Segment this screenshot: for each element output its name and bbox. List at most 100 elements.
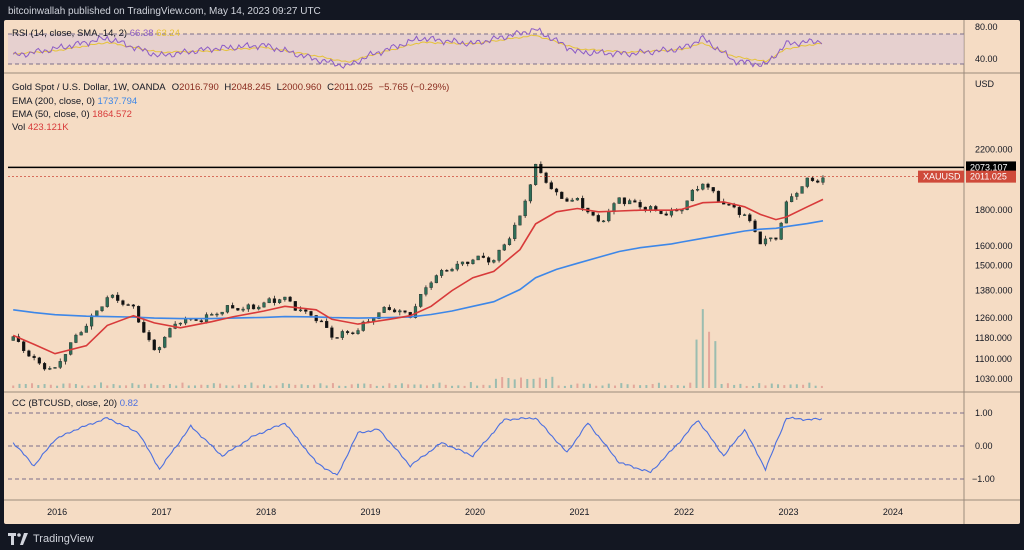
candle-body bbox=[16, 336, 21, 342]
candle-body bbox=[236, 308, 240, 311]
volume-bar bbox=[526, 378, 529, 388]
volume-bar bbox=[87, 385, 90, 388]
volume-bar bbox=[651, 384, 654, 388]
rsi-lines bbox=[12, 27, 823, 69]
candle-body bbox=[84, 325, 88, 333]
volume-bar bbox=[181, 382, 184, 388]
volume-bar bbox=[789, 384, 792, 388]
volume-bar bbox=[676, 385, 679, 388]
rsi-panel[interactable]: RSI (14, close, SMA, 14, 2) 66.38 63.24 … bbox=[8, 22, 998, 69]
volume-bar bbox=[250, 382, 253, 388]
volume-bar bbox=[244, 384, 247, 388]
x-tick-label: 2017 bbox=[152, 507, 172, 517]
candle-body bbox=[330, 327, 334, 338]
volume-bar bbox=[194, 385, 197, 388]
volume-bar bbox=[288, 383, 291, 388]
candle-body bbox=[455, 263, 459, 270]
price-tick: 1260.000 bbox=[975, 313, 1013, 323]
volume-bar bbox=[62, 383, 65, 388]
last-price-tag-text: 2011.025 bbox=[970, 172, 1007, 182]
price-tick: 1030.000 bbox=[975, 374, 1013, 384]
candle-body bbox=[810, 177, 815, 182]
candle-body bbox=[502, 244, 506, 251]
candle-body bbox=[816, 180, 820, 183]
volume-bar bbox=[413, 384, 416, 388]
resistance-tag bbox=[966, 161, 1016, 174]
volume-bar bbox=[802, 384, 805, 388]
volume-bar bbox=[469, 382, 472, 388]
candle-body bbox=[528, 184, 533, 202]
volume-bar bbox=[325, 385, 328, 388]
candle-body bbox=[262, 302, 266, 308]
x-tick-label: 2016 bbox=[47, 507, 67, 517]
volume-bar bbox=[168, 383, 171, 388]
candle-body bbox=[220, 311, 224, 315]
price-tick: 1600.000 bbox=[975, 241, 1013, 251]
volume-bar bbox=[751, 385, 754, 388]
rsi-tick-40: 40.00 bbox=[975, 54, 998, 64]
x-tick-label: 2021 bbox=[569, 507, 589, 517]
candlesticks bbox=[11, 161, 825, 371]
volume-bar bbox=[444, 384, 447, 388]
candle-body bbox=[152, 339, 156, 351]
volume-bar bbox=[369, 384, 372, 388]
volume-bar bbox=[118, 385, 121, 388]
price-tick: 1180.000 bbox=[975, 333, 1012, 343]
price-tick: 1800.000 bbox=[975, 205, 1013, 215]
volume-bar bbox=[294, 384, 297, 388]
candle-body bbox=[351, 332, 355, 334]
price-panel[interactable]: Gold Spot / U.S. Dollar, 1W, OANDA O2016… bbox=[8, 79, 1016, 388]
volume-bar bbox=[664, 385, 667, 388]
volume-bar bbox=[12, 385, 15, 388]
volume-bar bbox=[739, 383, 742, 388]
last-price-tag bbox=[966, 170, 1016, 183]
candle-body bbox=[805, 177, 809, 187]
candle-body bbox=[784, 201, 788, 224]
price-lines bbox=[12, 198, 824, 355]
volume-bar bbox=[106, 385, 109, 388]
volume-bar bbox=[820, 385, 823, 388]
candle-body bbox=[100, 306, 104, 311]
volume-bar bbox=[708, 331, 711, 388]
volume-bar bbox=[451, 385, 454, 388]
candle-body bbox=[131, 304, 135, 307]
volume-bar bbox=[313, 384, 316, 388]
volume-bar bbox=[808, 382, 811, 388]
candle-body bbox=[231, 305, 235, 309]
candle-body bbox=[157, 347, 162, 351]
candle-body bbox=[539, 163, 543, 174]
candle-body bbox=[314, 315, 318, 322]
volume-bar bbox=[520, 377, 523, 388]
candle-body bbox=[272, 298, 277, 303]
volume-bar bbox=[645, 385, 648, 388]
candle-body bbox=[748, 214, 752, 222]
candle-body bbox=[487, 257, 491, 263]
candle-body bbox=[278, 299, 282, 303]
tradingview-logo-icon bbox=[8, 533, 28, 545]
volume-bar bbox=[720, 384, 723, 388]
volume-bar bbox=[131, 383, 134, 388]
volume-bar bbox=[588, 383, 591, 388]
volume-bar bbox=[344, 385, 347, 388]
volume-bar bbox=[488, 385, 491, 388]
candle-body bbox=[497, 249, 501, 261]
cc-panel[interactable]: CC (BTCUSD, close, 20) 0.82 1.00 0.00 −1… bbox=[8, 398, 995, 484]
candle-body bbox=[685, 200, 689, 210]
candle-body bbox=[345, 331, 350, 333]
candle-body bbox=[27, 350, 31, 357]
volume-bar bbox=[306, 385, 309, 388]
volume-bar bbox=[350, 384, 353, 388]
candle-body bbox=[215, 313, 219, 316]
candle-body bbox=[63, 354, 68, 362]
volume-bar bbox=[382, 385, 385, 388]
volume-bar bbox=[814, 385, 817, 388]
volume-bar bbox=[212, 383, 215, 388]
volume-bar bbox=[614, 385, 617, 388]
candle-body bbox=[617, 197, 621, 204]
volume-bar bbox=[620, 383, 623, 388]
price-tick: 1100.000 bbox=[975, 354, 1012, 364]
volume-bar bbox=[93, 385, 96, 388]
candle-body bbox=[89, 315, 94, 327]
candle-body bbox=[544, 172, 548, 183]
